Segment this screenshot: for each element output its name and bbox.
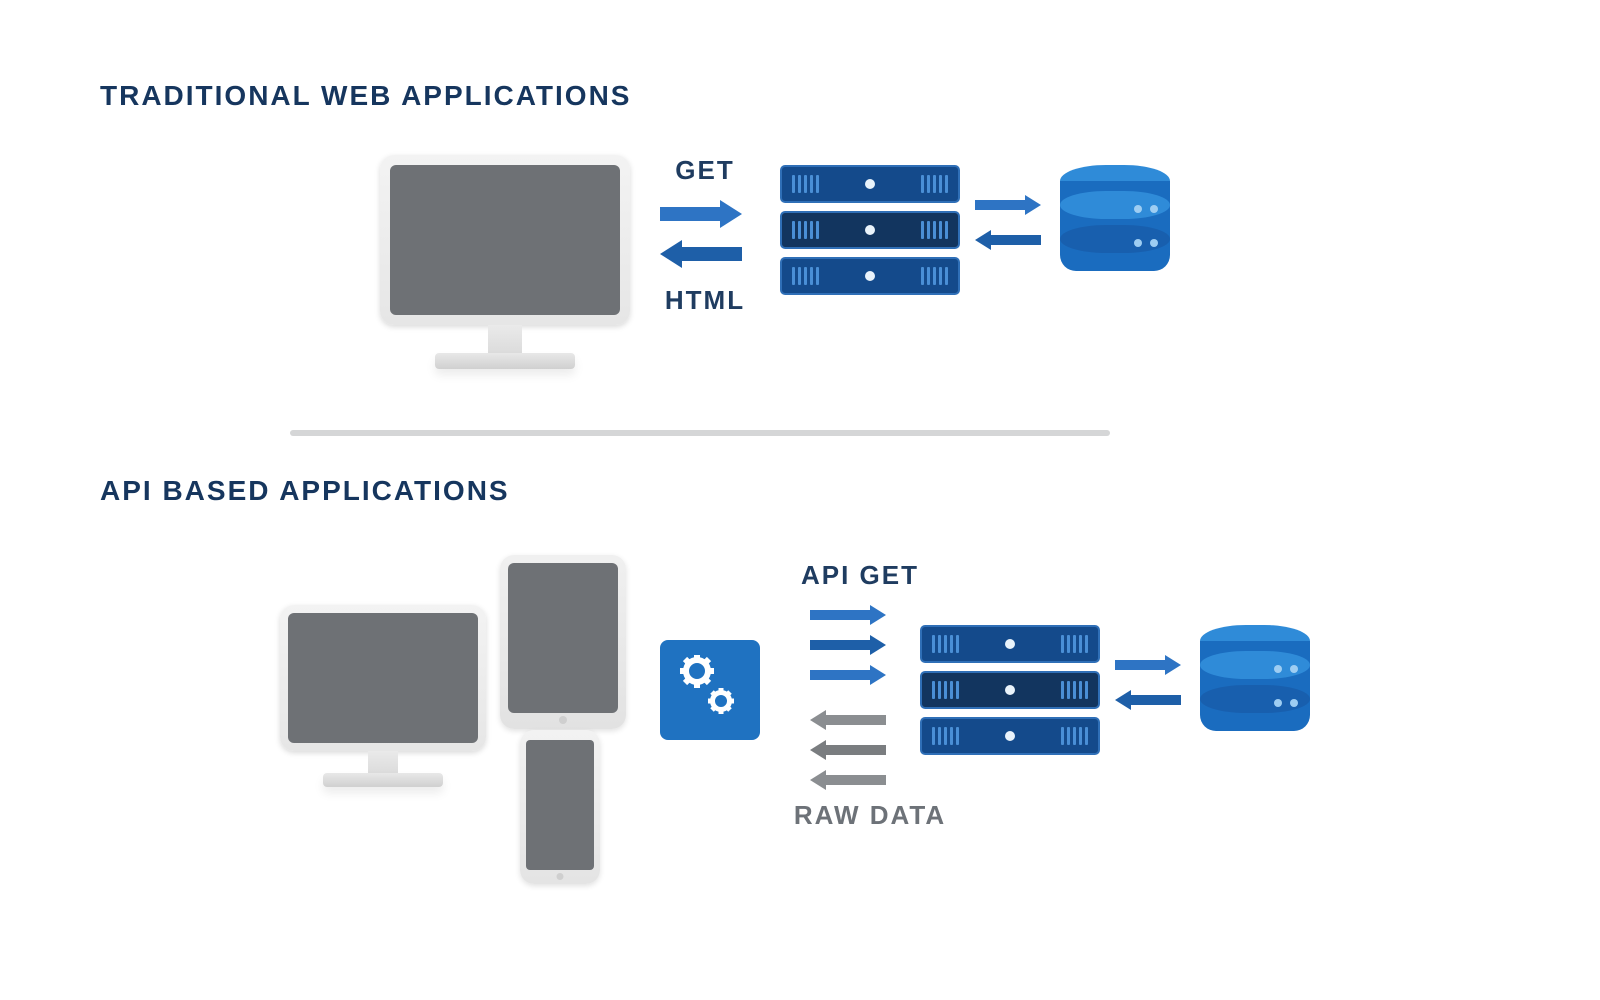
arrow-left-icon [660, 240, 742, 268]
arrow-right-icon [810, 605, 886, 625]
section2-title: API BASED APPLICATIONS [100, 475, 510, 507]
tablet-icon [500, 555, 626, 729]
arrow-right-icon [660, 200, 742, 228]
arrow-right-icon [1115, 655, 1181, 675]
desktop-monitor-icon [280, 605, 486, 787]
diagram-stage: TRADITIONAL WEB APPLICATIONS GET HTML [0, 0, 1600, 1000]
section-divider [290, 430, 1110, 436]
section1-request-label: GET [650, 155, 760, 186]
desktop-monitor-icon [380, 155, 630, 369]
section1-title: TRADITIONAL WEB APPLICATIONS [100, 80, 631, 112]
section2-response-label: RAW DATA [780, 800, 960, 831]
api-gears-icon [660, 640, 760, 740]
arrow-left-icon [810, 770, 886, 790]
section1-response-label: HTML [650, 285, 760, 316]
arrow-right-icon [810, 665, 886, 685]
server-stack-icon [920, 625, 1100, 755]
database-icon [1200, 625, 1310, 731]
arrow-left-icon [975, 230, 1041, 250]
server-stack-icon [780, 165, 960, 295]
section2-request-label: API GET [780, 560, 940, 591]
arrow-right-icon [810, 635, 886, 655]
arrow-left-icon [810, 710, 886, 730]
arrow-right-icon [975, 195, 1041, 215]
phone-icon [520, 730, 600, 884]
arrow-left-icon [1115, 690, 1181, 710]
database-icon [1060, 165, 1170, 271]
arrow-left-icon [810, 740, 886, 760]
